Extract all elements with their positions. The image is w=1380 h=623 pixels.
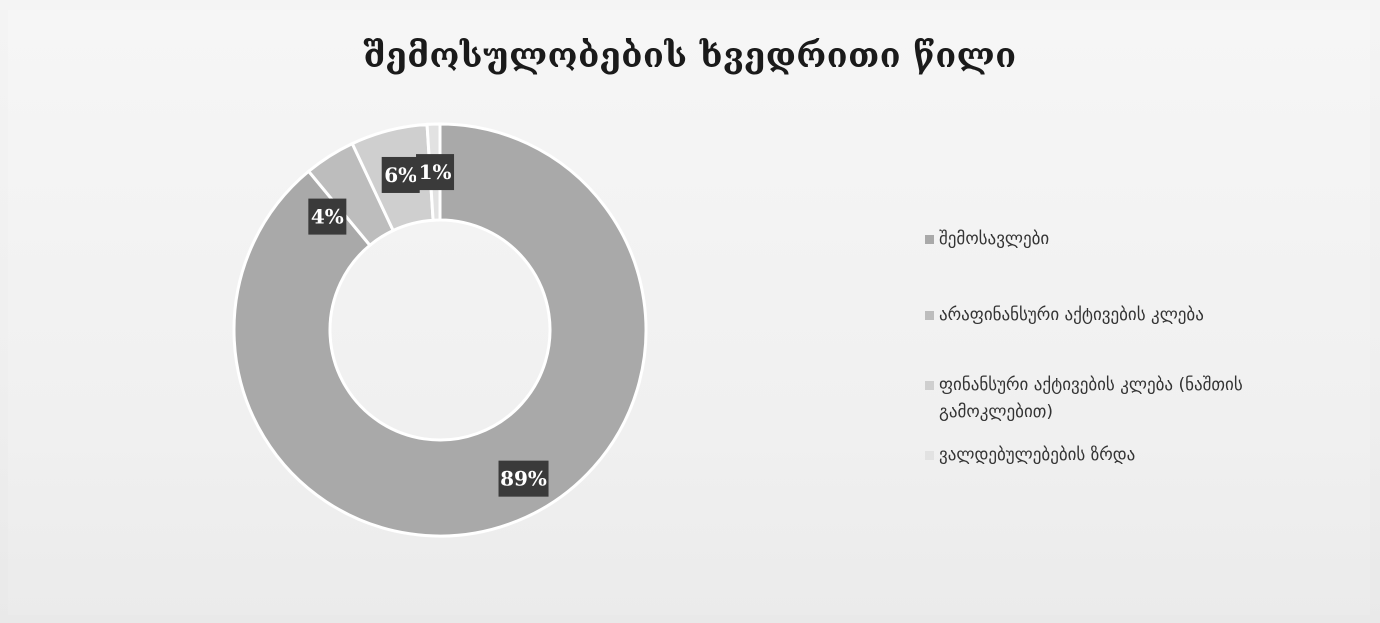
legend-item-3: ფინანსური აქტივების კლება (ნაშთის გამოკლ… (925, 372, 1359, 426)
legend-swatch-2 (925, 311, 934, 320)
legend-label-4: ვალდებულებების ზრდა (939, 445, 1136, 465)
data-label-1: 89% (498, 460, 549, 497)
svg-text:89%: 89% (500, 467, 547, 491)
svg-text:1%: 1% (419, 160, 452, 184)
legend-label-1: შემოსავლები (939, 229, 1050, 249)
legend-item-2: არაფინანსური აქტივების კლება (925, 302, 1204, 329)
data-label-4: 1% (416, 154, 455, 191)
donut-chart: 89% 4% 6% 1% (232, 122, 648, 538)
legend-swatch-4 (925, 451, 934, 460)
legend-label-2: არაფინანსური აქტივების კლება (939, 305, 1204, 325)
legend-swatch-3 (925, 381, 934, 390)
svg-text:6%: 6% (384, 163, 417, 187)
legend-item-1: შემოსავლები (925, 226, 1049, 253)
data-label-3: 6% (381, 156, 420, 193)
legend-item-4: ვალდებულებების ზრდა (925, 442, 1135, 469)
legend-label-3: ფინანსური აქტივების კლება (ნაშთის გამოკლ… (939, 375, 1243, 422)
legend-swatch-1 (925, 235, 934, 244)
data-label-2: 4% (308, 198, 347, 235)
svg-text:4%: 4% (311, 205, 344, 229)
chart-title: შემოსულობების ხვედრითი წილი (363, 36, 1017, 76)
